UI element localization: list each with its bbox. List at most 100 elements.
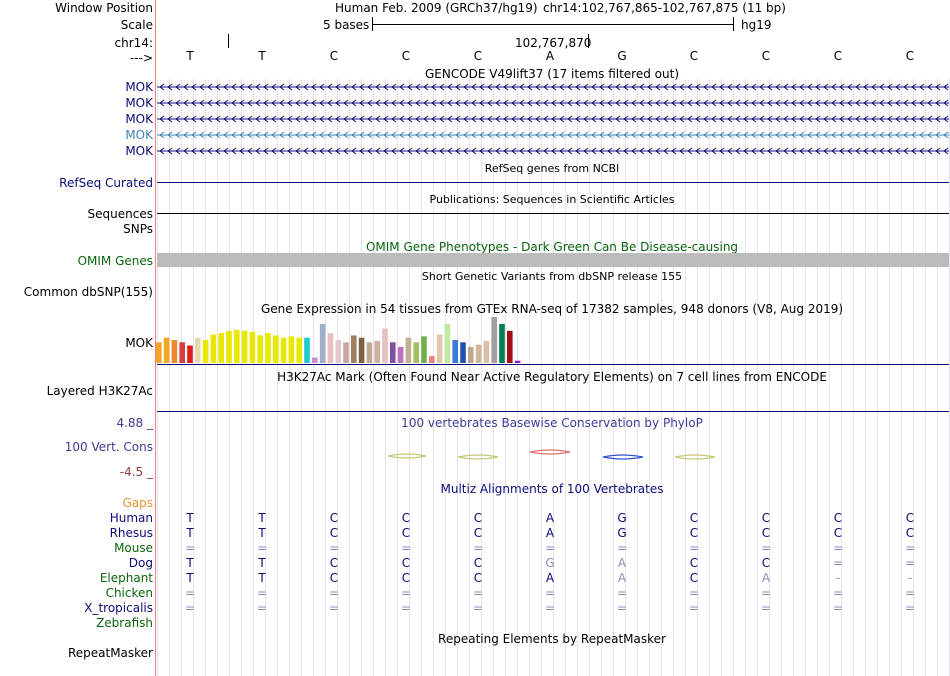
strand-arrow: [591, 99, 597, 107]
strand-arrow: [879, 115, 885, 123]
strand-arrow: [895, 115, 901, 123]
gtex-tissue-bar: [156, 342, 162, 363]
alignment-base: =: [472, 541, 484, 555]
strand-arrow: [191, 115, 197, 123]
gencode-gene-label[interactable]: MOK: [125, 80, 153, 94]
refseq-label[interactable]: RefSeq Curated: [59, 176, 153, 190]
strand-arrow: [815, 115, 821, 123]
strand-arrow: [631, 83, 637, 91]
omim-gene-bar[interactable]: [157, 253, 949, 267]
alignment-base: C: [473, 556, 483, 570]
strand-arrow: [495, 99, 501, 107]
strand-arrow: [415, 131, 421, 139]
omim-label[interactable]: OMIM Genes: [77, 254, 153, 268]
gencode-gene-label[interactable]: MOK: [125, 112, 153, 126]
strand-arrow: [687, 115, 693, 123]
strand-arrow: [895, 131, 901, 139]
strand-arrow: [575, 83, 581, 91]
strand-arrow: [439, 115, 445, 123]
strand-arrow: [671, 99, 677, 107]
strand-arrow: [655, 83, 661, 91]
publications-title[interactable]: Publications: Sequences in Scientific Ar…: [429, 193, 675, 206]
gencode-gene-label[interactable]: MOK: [125, 128, 153, 142]
strand-arrow: [391, 83, 397, 91]
strand-label: --->: [129, 51, 153, 65]
alignment-base: =: [328, 601, 340, 615]
phylop-label[interactable]: 100 Vert. Cons: [64, 440, 153, 454]
strand-arrow: [343, 99, 349, 107]
multiz-species-label[interactable]: Rhesus: [109, 526, 153, 540]
publications-line[interactable]: [157, 213, 949, 214]
gtex-title[interactable]: Gene Expression in 54 tissues from GTEx …: [260, 302, 844, 316]
multiz-species-label[interactable]: Elephant: [99, 571, 153, 585]
multiz-species-label[interactable]: Dog: [128, 556, 153, 570]
gtex-tissue-bar: [460, 342, 466, 363]
strand-arrow: [759, 99, 765, 107]
alignment-base: =: [616, 541, 628, 555]
strand-arrow: [783, 147, 789, 155]
strand-arrow: [407, 99, 413, 107]
multiz-species-label[interactable]: Mouse: [114, 541, 153, 555]
strand-arrow: [895, 99, 901, 107]
alignment-base: =: [256, 586, 268, 600]
gtex-tissue-bar: [366, 342, 373, 363]
snps-label[interactable]: SNPs: [123, 222, 153, 236]
multiz-title[interactable]: Multiz Alignments of 100 Vertebrates: [440, 482, 664, 496]
strand-arrow: [783, 83, 789, 91]
h3k27ac-title[interactable]: H3K27Ac Mark (Often Found Near Active Re…: [277, 370, 827, 384]
gtex-tissue-bar: [343, 342, 349, 363]
strand-arrow: [663, 83, 669, 91]
strand-arrow: [207, 131, 213, 139]
gencode-title[interactable]: GENCODE V49lift37 (17 items filtered out…: [424, 67, 680, 81]
repeatmasker-label[interactable]: RepeatMasker: [67, 646, 153, 660]
strand-arrow: [175, 147, 181, 155]
strand-arrow: [375, 131, 381, 139]
strand-arrow: [551, 83, 557, 91]
strand-arrow: [895, 83, 901, 91]
strand-arrow: [527, 147, 533, 155]
gencode-gene-label[interactable]: MOK: [125, 144, 153, 158]
strand-arrow: [871, 131, 877, 139]
strand-arrow: [327, 99, 333, 107]
gtex-tissue-bar: [226, 330, 232, 363]
multiz-species-label[interactable]: Human: [109, 511, 153, 525]
multiz-species-label[interactable]: Zebrafish: [96, 616, 153, 630]
strand-arrow: [743, 147, 749, 155]
gtex-tissue-bar: [312, 357, 318, 363]
multiz-species-label[interactable]: X_tropicalis: [84, 601, 153, 615]
omim-title[interactable]: OMIM Gene Phenotypes - Dark Green Can Be…: [365, 240, 739, 254]
strand-arrow: [695, 147, 701, 155]
scale-bar-right-tick: [733, 17, 734, 31]
gencode-gene-label[interactable]: MOK: [125, 96, 153, 110]
sequences-label[interactable]: Sequences: [87, 207, 153, 221]
strand-arrow: [503, 115, 509, 123]
strand-arrow: [239, 131, 245, 139]
strand-arrow: [575, 99, 581, 107]
alignment-base: C: [329, 526, 339, 540]
repeatmasker-title[interactable]: Repeating Elements by RepeatMasker: [438, 632, 666, 646]
alignment-base: A: [761, 571, 771, 585]
gtex-gene-label[interactable]: MOK: [125, 336, 153, 350]
strand-arrow: [319, 99, 325, 107]
strand-arrow: [439, 83, 445, 91]
h3k27ac-label[interactable]: Layered H3K27Ac: [46, 384, 153, 398]
strand-arrow: [279, 99, 285, 107]
strand-arrow: [687, 147, 693, 155]
dbsnp-label[interactable]: Common dbSNP(155): [23, 285, 153, 299]
alignment-base: =: [400, 586, 412, 600]
strand-arrow: [463, 115, 469, 123]
refseq-line[interactable]: [157, 182, 949, 183]
gaps-label[interactable]: Gaps: [122, 496, 153, 510]
strand-arrow: [719, 131, 725, 139]
strand-arrow: [439, 99, 445, 107]
strand-arrow: [271, 115, 277, 123]
strand-arrow: [775, 115, 781, 123]
multiz-species-label[interactable]: Chicken: [105, 586, 153, 600]
base-letter: C: [689, 49, 699, 63]
phylop-title[interactable]: 100 vertebrates Basewise Conservation by…: [401, 416, 703, 430]
refseq-title[interactable]: RefSeq genes from NCBI: [484, 162, 620, 175]
dbsnp-title[interactable]: Short Genetic Variants from dbSNP releas…: [421, 270, 683, 283]
